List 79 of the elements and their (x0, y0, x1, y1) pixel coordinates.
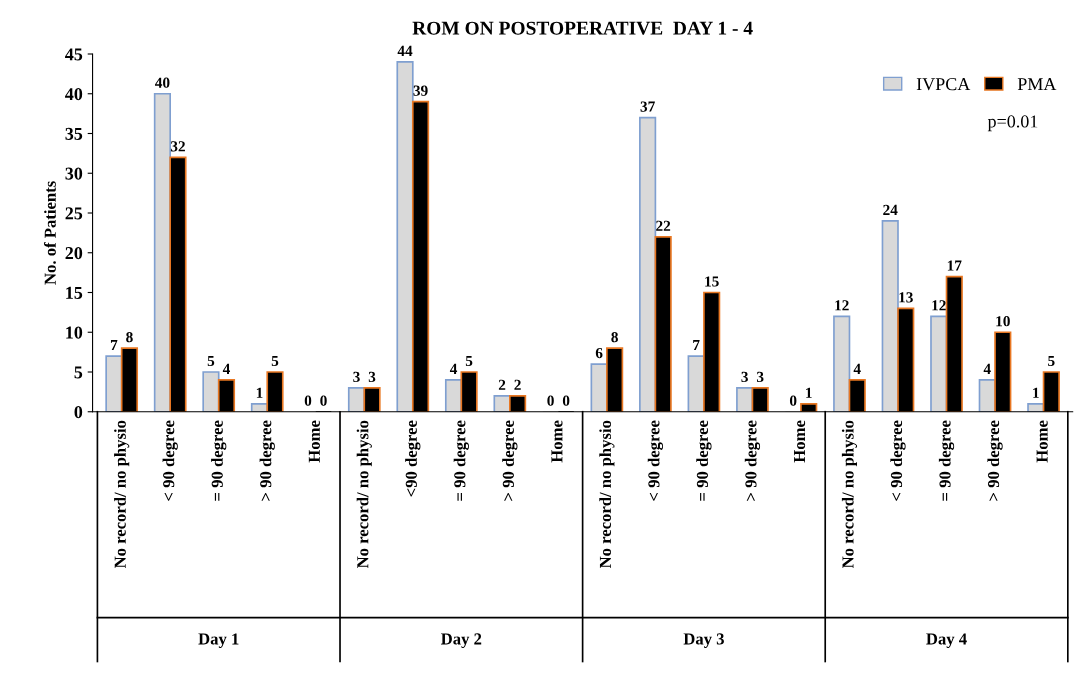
x-tick-label: No record/ no physio (356, 420, 372, 569)
legend-label: IVPCA (916, 78, 971, 91)
data-label: 1 (806, 387, 812, 398)
data-label: 24 (883, 204, 898, 215)
text: Day 3 (683, 633, 724, 648)
x-tick-label: < 90 degree (162, 420, 178, 501)
data-label: 5 (1048, 355, 1055, 367)
data-label: 3 (368, 371, 376, 383)
x-tick-label: No record/ no physio (841, 420, 858, 569)
text: Day 1 (198, 633, 239, 648)
y-tick-label: 20 (65, 247, 83, 260)
data-label: 22 (656, 220, 671, 231)
data-label: 37 (640, 101, 655, 112)
data-label: 0 (562, 395, 570, 406)
data-label: 12 (932, 300, 946, 311)
annotation: p=0.01 (987, 115, 1038, 132)
data-label: 4 (449, 363, 458, 374)
legend-label: PMA (1017, 78, 1057, 91)
x-tick-label: = 90 degree (938, 420, 955, 501)
data-label: 15 (705, 276, 719, 287)
data-label: 32 (170, 141, 185, 152)
data-label: 1 (1033, 387, 1039, 398)
y-axis-title: No. of Patients (43, 181, 56, 285)
data-label: 8 (126, 331, 133, 343)
x-tick-label: No record/ no physio (599, 420, 615, 569)
data-label: 39 (413, 85, 428, 96)
data-label: 5 (207, 355, 215, 367)
x-tick-label: Home (794, 420, 806, 463)
data-label: 4 (983, 363, 991, 374)
data-label: 7 (110, 340, 118, 351)
x-tick-label: No record/ no physio (114, 420, 130, 569)
data-label: 3 (353, 371, 360, 383)
data-label: 4 (222, 363, 231, 374)
y-tick-label: 5 (74, 366, 83, 379)
data-label: 17 (947, 260, 962, 271)
y-tick-label: 25 (65, 207, 83, 220)
x-tick-label: > 90 degree (502, 420, 518, 501)
x-tick-label: > 90 degree (987, 420, 1003, 501)
data-label: 13 (899, 292, 913, 303)
y-tick-label: 40 (65, 88, 83, 101)
data-label: 2 (498, 379, 506, 390)
data-label: 44 (397, 45, 413, 56)
x-tick-label: <90 degree (405, 420, 421, 497)
y-tick-label: 10 (66, 326, 83, 339)
data-label: 0 (304, 395, 312, 406)
data-label: 2 (514, 379, 521, 390)
data-label: 5 (271, 355, 279, 367)
x-tick-label: = 90 degree (211, 420, 227, 501)
y-tick-label: 30 (65, 167, 83, 180)
data-label: 4 (853, 363, 861, 374)
data-label: 40 (155, 77, 170, 88)
x-tick-label: > 90 degree (259, 420, 275, 501)
x-tick-label: < 90 degree (647, 420, 664, 501)
data-label: 3 (756, 371, 764, 383)
text: Day 4 (926, 633, 967, 648)
y-tick-label: 35 (65, 127, 83, 140)
data-label: 0 (789, 395, 797, 406)
data-label: 12 (835, 300, 849, 311)
y-tick-label: 15 (66, 286, 83, 299)
y-tick-label: 0 (74, 406, 83, 419)
x-tick-label: Home (1036, 420, 1048, 463)
x-tick-label: Home (551, 420, 563, 463)
x-tick-label: < 90 degree (890, 420, 906, 501)
data-label: 6 (595, 347, 603, 359)
data-label: 7 (693, 340, 700, 351)
data-label: 1 (256, 387, 263, 398)
text: Day 2 (441, 633, 482, 648)
data-label: 0 (320, 395, 327, 406)
data-label: 10 (996, 316, 1010, 327)
chart-title: ROM ON POSTOPERATIVE DAY 1 - 4 (412, 21, 753, 35)
data-label: 0 (547, 395, 554, 406)
data-label: 3 (741, 371, 748, 383)
x-tick-label: > 90 degree (744, 420, 761, 501)
x-tick-label: Home (308, 420, 320, 463)
y-tick-label: 45 (65, 48, 83, 61)
data-label: 8 (611, 331, 618, 343)
x-tick-label: = 90 degree (696, 420, 712, 501)
x-tick-label: = 90 degree (453, 420, 469, 501)
data-label: 5 (465, 355, 473, 367)
